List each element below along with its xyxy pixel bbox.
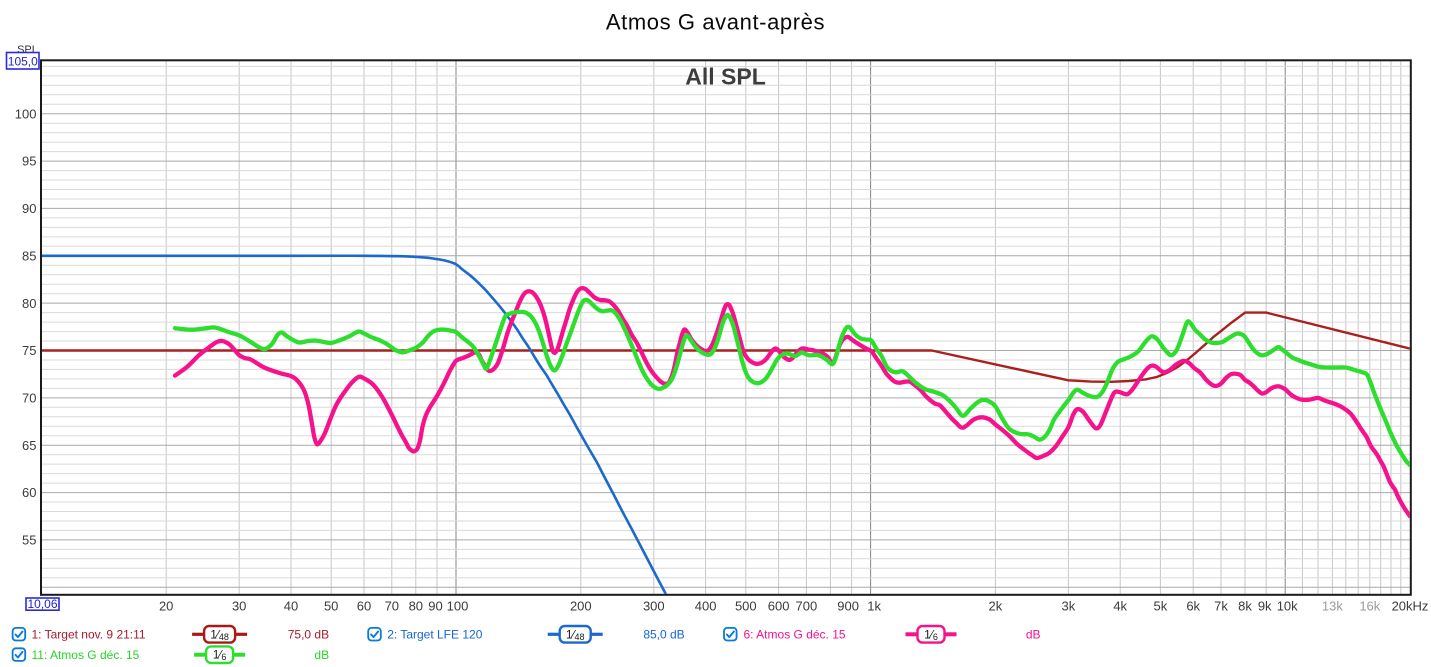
svg-text:1⁄48: 1⁄48	[566, 627, 585, 642]
svg-text:20: 20	[159, 599, 173, 614]
svg-text:700: 700	[796, 599, 818, 614]
svg-text:20kHz: 20kHz	[1392, 599, 1429, 614]
svg-text:70: 70	[22, 391, 36, 406]
svg-text:200: 200	[570, 599, 592, 614]
svg-text:105,0: 105,0	[8, 54, 38, 68]
svg-text:2k: 2k	[989, 599, 1003, 614]
svg-text:16k: 16k	[1359, 599, 1380, 614]
svg-text:13k: 13k	[1322, 599, 1343, 614]
svg-text:1⁄6: 1⁄6	[213, 648, 227, 663]
svg-text:50: 50	[324, 599, 338, 614]
svg-text:65: 65	[22, 438, 36, 453]
svg-text:10k: 10k	[1277, 599, 1298, 614]
svg-text:95: 95	[22, 154, 36, 169]
svg-text:85: 85	[22, 248, 36, 263]
svg-text:40: 40	[284, 599, 298, 614]
svg-text:3k: 3k	[1062, 599, 1076, 614]
svg-text:1: Target nov. 9 21:11: 1: Target nov. 9 21:11	[32, 628, 146, 642]
svg-text:60: 60	[357, 599, 371, 614]
svg-text:6k: 6k	[1186, 599, 1200, 614]
svg-text:75: 75	[22, 343, 36, 358]
svg-text:600: 600	[768, 599, 790, 614]
svg-text:11: Atmos G déc. 15: 11: Atmos G déc. 15	[32, 648, 140, 662]
svg-text:2: Target LFE 120: 2: Target LFE 120	[387, 628, 483, 642]
svg-text:300: 300	[643, 599, 665, 614]
svg-text:60: 60	[22, 485, 36, 500]
svg-text:100: 100	[447, 599, 469, 614]
svg-text:85,0 dB: 85,0 dB	[643, 628, 684, 642]
svg-text:900: 900	[837, 599, 859, 614]
svg-text:6: Atmos G déc. 15: 6: Atmos G déc. 15	[744, 628, 846, 642]
svg-text:80: 80	[22, 296, 36, 311]
svg-text:4k: 4k	[1113, 599, 1127, 614]
svg-text:dB: dB	[1026, 628, 1041, 642]
svg-text:1⁄6: 1⁄6	[924, 627, 938, 642]
svg-text:75,0 dB: 75,0 dB	[288, 628, 329, 642]
svg-text:80: 80	[409, 599, 423, 614]
svg-text:500: 500	[735, 599, 757, 614]
svg-text:Atmos G avant-après: Atmos G avant-après	[606, 10, 825, 35]
svg-text:8k: 8k	[1238, 599, 1252, 614]
svg-text:1k: 1k	[867, 599, 881, 614]
svg-text:100: 100	[15, 106, 37, 121]
svg-text:All SPL: All SPL	[685, 64, 766, 90]
svg-text:10,06: 10,06	[27, 597, 57, 611]
svg-text:90: 90	[428, 599, 442, 614]
svg-text:30: 30	[232, 599, 246, 614]
svg-text:55: 55	[22, 533, 36, 548]
svg-text:1⁄48: 1⁄48	[210, 627, 229, 642]
svg-text:90: 90	[22, 201, 36, 216]
svg-text:7k: 7k	[1214, 599, 1228, 614]
svg-text:dB: dB	[314, 648, 329, 662]
svg-text:400: 400	[695, 599, 717, 614]
svg-text:9k: 9k	[1258, 599, 1272, 614]
svg-text:70: 70	[385, 599, 399, 614]
svg-text:5k: 5k	[1154, 599, 1168, 614]
